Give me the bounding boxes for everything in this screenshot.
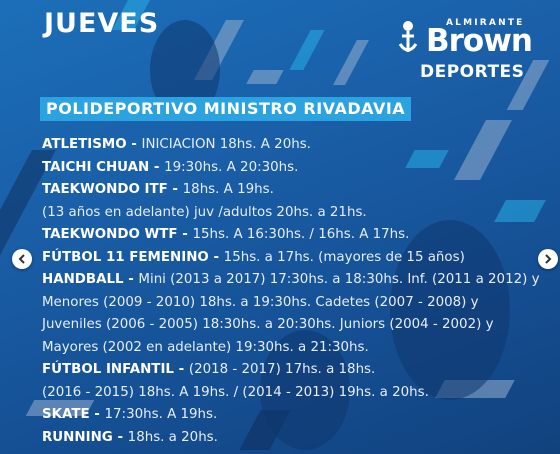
schedule-line: TAEKWONDO ITF - 18hs. A 19hs. xyxy=(42,179,554,202)
schedule-line: (2016 - 2015) 18hs. A 19hs. / (2014 - 20… xyxy=(42,382,554,405)
schedule-text: Mini (2013 a 2017) 17:30hs. a 18:30hs. I… xyxy=(138,272,540,287)
day-title: JUEVES xyxy=(44,8,160,39)
decor-stripe xyxy=(333,40,369,85)
schedule-line: TAEKWONDO WTF - 15hs. A 16:30hs. / 16hs.… xyxy=(42,224,554,247)
venue-title: POLIDEPORTIVO MINISTRO RIVADAVIA xyxy=(40,97,412,121)
schedule-line: HANDBALL - Mini (2013 a 2017) 17:30hs. a… xyxy=(42,269,554,292)
sport-label: SKATE - xyxy=(42,407,105,422)
anchor-icon xyxy=(398,21,418,52)
schedule-text: 15hs. A 16:30hs. / 16hs. A 17hs. xyxy=(192,227,410,242)
schedule-line: Mayores (2002 en adelante) 19:30hs. a 21… xyxy=(42,337,554,360)
logo-top-text: ALMIRANTE xyxy=(446,18,525,28)
sport-label: FÚTBOL INFANTIL - xyxy=(42,362,189,377)
schedule-line: Menores (2009 - 2010) 18hs. a 19:30hs. C… xyxy=(42,292,554,315)
schedule-line: SKATE - 17:30hs. A 19hs. xyxy=(42,404,554,427)
schedule-text: 18hs. A 19hs. xyxy=(182,182,274,197)
sport-label: HANDBALL - xyxy=(42,272,139,287)
schedule-list: ATLETISMO - INICIACION 18hs. A 20hs. TAI… xyxy=(42,134,554,449)
schedule-line: ATLETISMO - INICIACION 18hs. A 20hs. xyxy=(42,134,554,157)
sport-label: FÚTBOL 11 FEMENINO - xyxy=(42,249,224,265)
schedule-line: (13 años en adelante) juv /adultos 20hs.… xyxy=(42,202,554,225)
schedule-text: INICIACION 18hs. A 20hs. xyxy=(141,137,311,152)
logo-brand-text: Brown xyxy=(426,23,533,59)
schedule-line: FÚTBOL 11 FEMENINO - 15hs. a 17hs. (mayo… xyxy=(42,247,554,270)
sport-label: RUNNING - xyxy=(42,429,128,445)
schedule-line: FÚTBOL INFANTIL - (2018 - 2017) 17hs. a … xyxy=(42,359,554,382)
schedule-text: 15hs. a 17hs. (mayores de 15 años) xyxy=(223,249,465,265)
sport-label: ATLETISMO - xyxy=(42,137,142,152)
schedule-line: RUNNING - 18hs. a 20hs. xyxy=(42,427,554,450)
decor-silhouette xyxy=(260,330,350,450)
decor-stripe xyxy=(246,70,284,84)
schedule-text: Menores (2009 - 2010) 18hs. a 19:30hs. C… xyxy=(42,294,479,310)
carousel-prev-button[interactable] xyxy=(12,249,32,269)
chevron-left-icon xyxy=(18,254,25,264)
sport-label: TAEKWONDO WTF - xyxy=(42,227,193,242)
sport-label: TAEKWONDO ITF - xyxy=(42,182,183,197)
logo-bottom-text: DEPORTES xyxy=(420,62,525,82)
decor-silhouette xyxy=(390,220,510,400)
schedule-text: 17:30hs. A 19hs. xyxy=(104,407,218,422)
carousel-next-button[interactable] xyxy=(538,249,558,269)
schedule-text: 19:30hs. A 20:30hs. xyxy=(164,159,299,175)
decor-stripe xyxy=(289,30,325,70)
schedule-text: Mayores (2002 en adelante) 19:30hs. a 21… xyxy=(42,339,369,355)
schedule-text: (2018 - 2017) 17hs. a 18hs. xyxy=(188,362,376,377)
schedule-text: Juveniles (2006 - 2005) 18:30hs. a 20:30… xyxy=(42,317,494,332)
chevron-right-icon xyxy=(545,254,552,264)
logo: ALMIRANTE Brown DEPORTES xyxy=(398,10,548,82)
sport-label: TAICHI CHUAN - xyxy=(42,159,165,175)
schedule-text: (13 años en adelante) juv /adultos 20hs.… xyxy=(42,204,367,220)
schedule-text: 18hs. a 20hs. xyxy=(127,429,218,445)
schedule-text: (2016 - 2015) 18hs. A 19hs. / (2014 - 20… xyxy=(42,384,429,400)
schedule-line: Juveniles (2006 - 2005) 18:30hs. a 20:30… xyxy=(42,314,554,337)
schedule-line: TAICHI CHUAN - 19:30hs. A 20:30hs. xyxy=(42,157,554,180)
